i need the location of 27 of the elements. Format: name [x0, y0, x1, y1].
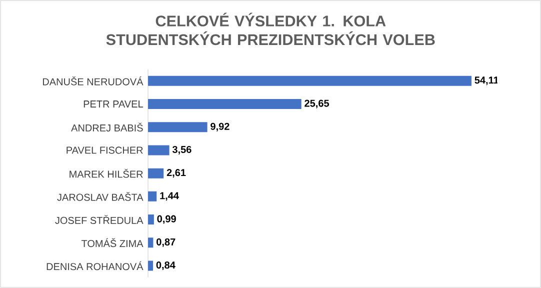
- y-tick-label: DANUŠE NERUDOVÁ: [42, 76, 144, 86]
- data-label: 2,61: [166, 169, 186, 178]
- chart-title: CELKOVÉ VÝSLEDKY 1. KOLA STUDENTSKÝCH PREZIDENTSKÝCH VOLEB: [106, 12, 435, 46]
- y-tick-label: JOSEF STŘEDULA: [55, 215, 144, 224]
- data-label: 0,84: [156, 262, 176, 270]
- y-tick-label: PETR PAVEL: [84, 100, 143, 108]
- bar: [148, 76, 472, 86]
- bar: [148, 145, 170, 156]
- y-tick-label: DENISA ROHANOVÁ: [46, 261, 144, 270]
- data-label: 25,65: [304, 100, 330, 108]
- y-tick-label: JAROSLAV BAŠTA: [57, 192, 144, 201]
- data-label: 0,99: [157, 215, 176, 224]
- y-tick-label: MAREK HILŠER: [70, 168, 143, 178]
- data-label: 0,87: [156, 238, 176, 247]
- bar: [148, 260, 154, 271]
- y-tick-label: PAVEL FISCHER: [66, 146, 143, 154]
- bar: [148, 122, 208, 132]
- y-tick-label: ANDREJ BABIŠ: [71, 122, 143, 132]
- data-label: 3,56: [172, 146, 192, 154]
- data-label: 54,11: [474, 76, 499, 86]
- y-tick-label: TOMÁŠ ZIMA: [81, 238, 144, 248]
- data-label: 9,92: [210, 122, 230, 132]
- data-label: 1,44: [160, 192, 179, 201]
- bar: [148, 191, 157, 202]
- bar: [148, 168, 164, 178]
- bar: [148, 214, 154, 225]
- bar: [148, 99, 302, 109]
